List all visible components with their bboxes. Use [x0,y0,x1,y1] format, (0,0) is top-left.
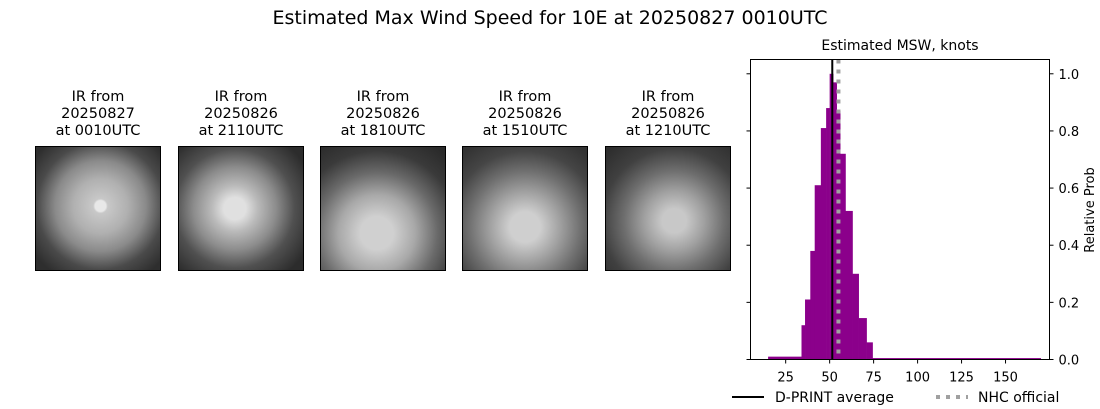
histogram-bar [858,318,867,360]
x-tick-label: 125 [949,371,974,386]
y-tick-label: 0.6 [1059,182,1080,197]
x-tick-label: 50 [821,371,838,386]
y-tick-label: 0.2 [1059,296,1080,311]
plot-frame [750,59,1050,360]
y-tick-label: 0.4 [1059,239,1080,254]
ir-image [605,146,731,271]
histogram-bar [845,210,853,360]
x-tick-label: 25 [777,371,794,386]
ir-image [320,146,446,271]
y-tick-label: 1.0 [1059,68,1080,83]
histogram-bar [840,153,846,360]
y-axis-label: Relative Prob [1083,167,1098,252]
ir-panel-3: IR from 20250826 at 1810UTC [320,89,446,271]
histogram-bar [852,273,859,360]
legend: D-PRINT average NHC official [732,390,1059,406]
chart-title: Estimated MSW, knots [821,38,978,54]
ir-image [35,146,161,271]
ir-image [178,146,304,271]
ir-panel-title: IR from 20250826 at 1810UTC [340,89,426,139]
y-tick-label: 0.8 [1059,125,1080,140]
histogram-bar [814,185,822,360]
ir-panel-5: IR from 20250826 at 1210UTC [605,89,731,271]
ir-panel-title: IR from 20250826 at 1510UTC [482,89,568,139]
ir-panel-title: IR from 20250826 at 2110UTC [198,89,284,139]
ir-panel-title: IR from 20250827 at 0010UTC [55,89,141,139]
figure-title: Estimated Max Wind Speed for 10E at 2025… [272,7,828,29]
x-tick-label: 150 [993,371,1018,386]
x-tick-label: 100 [905,371,930,386]
ir-panel-2: IR from 20250826 at 2110UTC [178,89,304,271]
ir-panel-4: IR from 20250826 at 1510UTC [462,89,588,271]
ir-image [462,146,588,271]
histogram-bar [768,356,802,360]
ir-panel-title: IR from 20250826 at 1210UTC [625,89,711,139]
histogram-bar [820,128,827,360]
histogram-bar [810,250,815,360]
legend-mean-label: D-PRINT average [775,390,894,406]
legend-nhc-label: NHC official [978,390,1059,406]
histogram-bar [866,342,873,360]
histogram-bar [872,358,1042,360]
histogram-bar [826,108,830,360]
ir-panel-1: IR from 20250827 at 0010UTC [35,89,161,271]
x-tick-label: 75 [865,371,882,386]
y-tick-label: 0.0 [1059,354,1080,369]
histogram-bar [805,299,811,360]
histogram-bar [801,325,806,360]
histogram-bar [833,82,837,360]
histogram-bar [836,110,841,360]
